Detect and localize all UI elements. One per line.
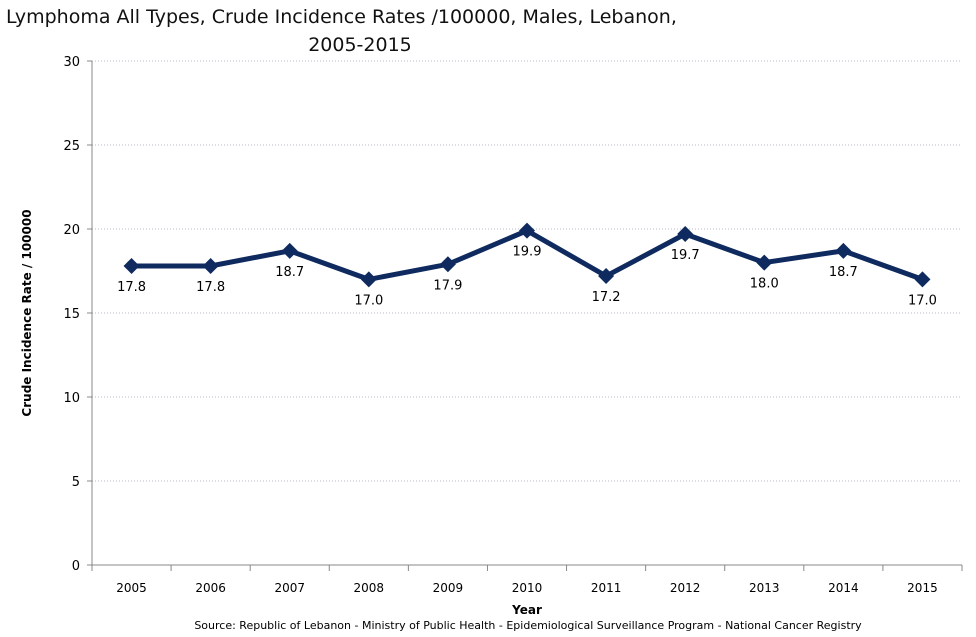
x-tick-label: 2010: [512, 581, 543, 595]
data-point: [519, 222, 535, 239]
y-tick-label: 0: [72, 559, 80, 574]
data-label: 17.2: [592, 290, 621, 305]
data-label: 17.0: [908, 293, 937, 308]
data-point: [598, 268, 615, 285]
y-tick-label: 15: [63, 307, 80, 322]
x-tick-label: 2013: [749, 581, 780, 595]
data-label: 17.8: [117, 280, 146, 295]
data-label: 17.8: [196, 280, 225, 295]
x-tick-label: 2012: [670, 581, 701, 595]
data-label: 17.9: [433, 278, 462, 293]
x-tick-label: 2005: [116, 581, 147, 595]
x-tick-label: 2011: [591, 581, 622, 595]
data-label: 19.9: [513, 245, 542, 260]
chart-title-line1: Lymphoma All Types, Crude Incidence Rate…: [6, 6, 677, 28]
data-point: [281, 242, 298, 259]
data-point: [202, 257, 219, 274]
x-tick-label: 2008: [354, 581, 385, 595]
y-axis-label: Crude Incidence Rate / 100000: [20, 209, 34, 416]
x-tick-label: 2006: [195, 581, 226, 595]
x-tick-label: 2014: [828, 581, 859, 595]
data-point: [756, 254, 773, 271]
x-tick-label: 2007: [274, 581, 305, 595]
chart-title-line2: 2005-2015: [308, 34, 412, 56]
data-point: [439, 256, 456, 273]
x-tick-label: 2015: [907, 581, 938, 595]
data-label: 18.7: [275, 265, 304, 280]
y-tick-label: 10: [63, 391, 80, 406]
data-point: [123, 257, 140, 274]
x-axis-label: Year: [511, 603, 542, 617]
data-label: 18.0: [750, 277, 779, 292]
source-note: Source: Republic of Lebanon - Ministry o…: [194, 619, 862, 632]
data-label: 17.0: [354, 293, 383, 308]
data-label: 19.7: [671, 248, 700, 263]
data-point: [360, 271, 377, 288]
data-point: [835, 242, 852, 259]
data-point: [677, 226, 694, 243]
data-point: [914, 271, 931, 288]
y-tick-label: 5: [72, 475, 80, 490]
y-tick-label: 30: [63, 55, 80, 70]
data-label: 18.7: [829, 265, 858, 280]
y-tick-label: 20: [63, 223, 80, 238]
y-tick-label: 25: [63, 139, 80, 154]
x-tick-label: 2009: [433, 581, 464, 595]
